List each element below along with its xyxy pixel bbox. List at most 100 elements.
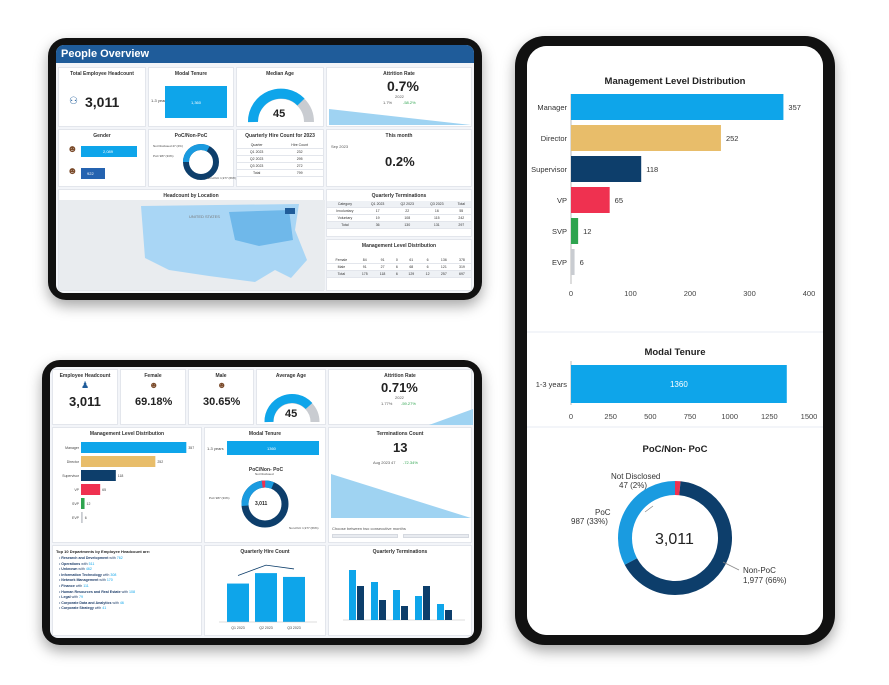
female-bar bbox=[81, 146, 137, 157]
department-count: 41 bbox=[102, 606, 107, 611]
mini-mld-label: EVP bbox=[72, 516, 80, 520]
department-item[interactable]: • Research and Development with 762 bbox=[59, 556, 123, 560]
tenure-x-tick: 750 bbox=[684, 412, 697, 421]
average-age-gauge bbox=[264, 394, 320, 423]
non-poc-label: Non-PoC bbox=[743, 566, 776, 575]
us-map[interactable] bbox=[59, 200, 325, 290]
mld-bar-manager bbox=[571, 94, 784, 120]
mini-mld-value: 65 bbox=[102, 488, 106, 492]
hire-quarter-label: Q3 2023 bbox=[287, 626, 300, 630]
mld-table-card: Management Level Distribution Female 84 91… bbox=[326, 239, 472, 291]
tenure-bar bbox=[571, 365, 787, 403]
page-title: People Overview bbox=[61, 48, 150, 60]
tenure-title: Modal Tenure bbox=[644, 347, 706, 358]
mini-mld-label: Manager bbox=[65, 446, 80, 450]
mini-mld-label: VP bbox=[74, 488, 79, 492]
department-count: 462 bbox=[85, 567, 92, 572]
department-item[interactable]: • Corporate Strategy with 41 bbox=[59, 606, 107, 611]
mld-value-label: 357 bbox=[788, 103, 801, 112]
mld-x-tick: 200 bbox=[684, 289, 697, 298]
gender-card: Gender ☻ ☻ 2,089 922 bbox=[58, 129, 146, 187]
hire-quarter-label: Q1 2023 bbox=[231, 626, 244, 630]
department-name: Research and Development bbox=[61, 556, 109, 560]
tenure-x-tick: 250 bbox=[604, 412, 617, 421]
department-name: Finance bbox=[61, 583, 75, 588]
attrition-trend bbox=[329, 109, 471, 125]
terminations-table: Category Q1 2023 Q2 2023 Q3 2023 Total Invol… bbox=[327, 201, 471, 229]
employee-headcount-card: Employee Headcount ♟ 3,011 bbox=[52, 369, 118, 425]
department-item[interactable]: • Network Management with 170 bbox=[59, 578, 113, 583]
mld-category-label: Director bbox=[541, 134, 568, 143]
tenure-x-tick: 500 bbox=[644, 412, 657, 421]
attrition-spark bbox=[429, 409, 473, 425]
mld-value-label: 6 bbox=[580, 258, 584, 267]
attrition-value: 0.7% bbox=[387, 78, 419, 94]
mld-mini-chart: Manager 357 Director 252 Supervisor 118 VP 65 SV… bbox=[62, 442, 194, 523]
poc-label: PoC bbox=[595, 508, 611, 517]
this-month-card: This month Sep 2023 0.2% bbox=[326, 129, 472, 187]
department-count: 111 bbox=[83, 583, 89, 588]
people-overview-dashboard: People Overview Total Employee Headcount… bbox=[56, 45, 474, 293]
mini-mld-value: 118 bbox=[118, 474, 124, 478]
non-poc-leader-line bbox=[722, 561, 740, 571]
hr-dashboard: Employee Headcount ♟ 3,011 Female ☻ 69.1… bbox=[50, 367, 474, 638]
mini-mld-bar bbox=[81, 484, 101, 495]
department-item[interactable]: • Finance with 111 bbox=[59, 583, 89, 588]
location-map-card: Headcount by Location UNITED STATES bbox=[58, 189, 325, 291]
male-avatar-icon: ☻ bbox=[217, 380, 227, 390]
attrition-card: Attrition Rate 0.7% 2022 1.7% -58.2% bbox=[326, 67, 472, 127]
mini-mld-bar bbox=[81, 512, 83, 523]
tenure-bar-chart: 1-3 years 1360 0 250 500 750 1000 1250 1500 bbox=[536, 361, 817, 421]
mld-category-label: SVP bbox=[552, 227, 567, 236]
department-item[interactable]: • Corporate Data and Analytics with 46 bbox=[59, 600, 124, 605]
department-name: Corporate Data and Analytics bbox=[61, 600, 112, 605]
hire-bar bbox=[255, 573, 277, 622]
mld-x-tick: 300 bbox=[743, 289, 756, 298]
people-icon: ⚇ bbox=[69, 96, 78, 107]
quarterly-terminations-card: Quarterly Terminations Category Q1 2023 Q2… bbox=[326, 189, 472, 237]
department-item[interactable]: • Information Technology with 308 bbox=[59, 572, 117, 577]
department-item[interactable]: • Unknown with 462 bbox=[59, 567, 92, 572]
this-month-value: 0.2% bbox=[385, 154, 415, 169]
female-avatar-icon: ☻ bbox=[149, 380, 159, 390]
department-item[interactable]: • Operations with 511 bbox=[59, 561, 95, 566]
mld-value-label: 65 bbox=[615, 196, 623, 205]
age-gauge bbox=[247, 88, 314, 123]
headcount-card: Total Employee Headcount ⚇ 3,011 bbox=[58, 67, 146, 127]
department-name: Human Resources and Real Estate bbox=[61, 589, 121, 594]
quarterly-terminations-chart bbox=[343, 570, 465, 621]
month-from-select[interactable]: August bbox=[332, 534, 398, 549]
tenure-poc-card: Modal Tenure 1-3 years 1360 PoC/Non- PoC… bbox=[204, 427, 326, 543]
phone-tenure-card: Modal Tenure 1-3 years 1360 0 250 500 750 1000… bbox=[527, 333, 823, 426]
department-count: 511 bbox=[88, 561, 95, 566]
month-to-select[interactable]: September bbox=[403, 534, 469, 549]
mld-title: Management Level Distribution bbox=[604, 76, 746, 87]
mini-mld-bar bbox=[81, 442, 187, 453]
tenure-x-tick: 1000 bbox=[721, 412, 738, 421]
quarterly-hire-chart-card: Quarterly Hire Count Q1 2023 Q2 2023 Q3 20… bbox=[204, 545, 326, 636]
departments-list: • Research and Development with 762 • Ope… bbox=[53, 556, 201, 612]
mld-x-tick: 400 bbox=[803, 289, 816, 298]
tablet-top: People Overview Total Employee Headcount… bbox=[48, 38, 482, 300]
phone-screen: Management Level Distribution Manager 357… bbox=[527, 46, 823, 635]
mld-bar-vp bbox=[571, 187, 610, 213]
poc-total: 3,011 bbox=[655, 531, 694, 548]
person-icon: ♟ bbox=[81, 380, 90, 390]
department-name: Information Technology bbox=[61, 572, 102, 577]
terminations-trend bbox=[331, 474, 471, 518]
not-disclosed-label: Not Disclosed bbox=[611, 472, 661, 481]
mini-mld-label: Director bbox=[67, 460, 80, 464]
mld-bar-evp bbox=[571, 249, 575, 275]
department-item[interactable]: • Legal with 79 bbox=[59, 595, 84, 600]
phone-mld-card: Management Level Distribution Manager 357… bbox=[527, 46, 823, 331]
mini-mld-label: SVP bbox=[72, 502, 80, 506]
mini-mld-bar bbox=[81, 498, 85, 509]
department-item[interactable]: • Human Resources and Real Estate with 1… bbox=[59, 589, 135, 594]
mld-bar-chart: Manager 357 Director 252 Supervisor 118 VP 65 SV… bbox=[531, 94, 816, 298]
mini-mld-value: 6 bbox=[85, 516, 87, 520]
department-name: Network Management bbox=[61, 578, 99, 583]
hire-bar bbox=[227, 583, 249, 622]
poc-title: PoC/Non- PoC bbox=[642, 444, 708, 455]
hire-trend-line bbox=[237, 564, 295, 576]
quarterly-hire-chart: Q1 2023 Q2 2023 Q3 2023 bbox=[219, 564, 317, 630]
